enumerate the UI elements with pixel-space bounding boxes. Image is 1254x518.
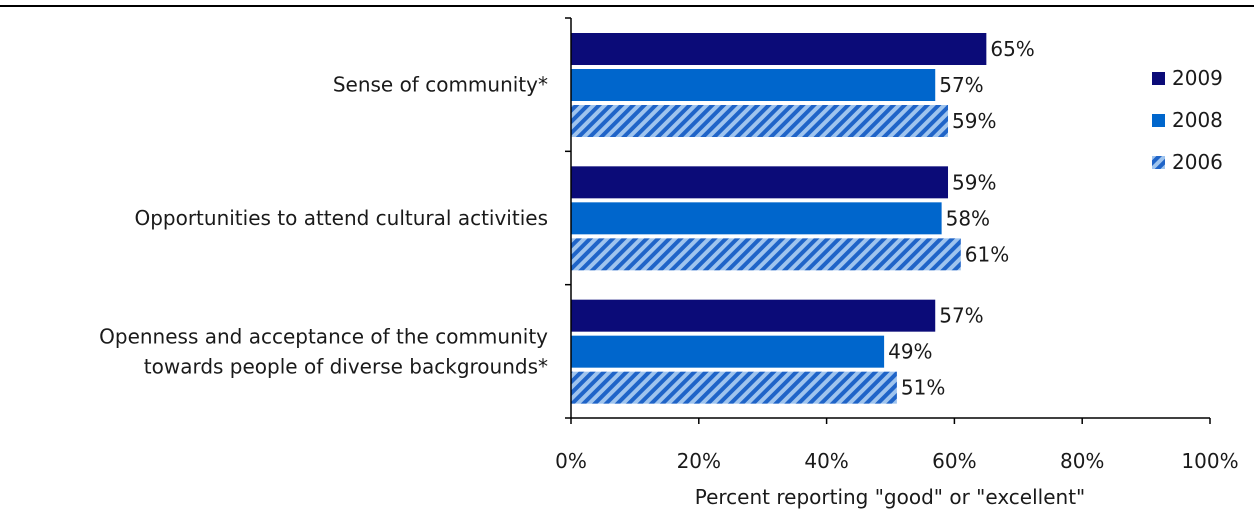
x-tick-label: 0% <box>555 449 587 473</box>
category-label-0: Sense of community* <box>333 73 548 97</box>
data-label-2008-0: 57% <box>939 73 983 97</box>
bar-2008-1 <box>571 202 942 235</box>
data-label-2006-0: 59% <box>952 109 996 133</box>
bar-2006-1 <box>571 238 961 271</box>
legend-swatch-2009 <box>1152 72 1165 85</box>
bar-2008-2 <box>571 335 885 368</box>
legend-swatch-2006 <box>1152 156 1165 169</box>
legend-label-2006: 2006 <box>1172 150 1223 174</box>
data-label-2009-2: 57% <box>939 304 983 328</box>
category-label-line: Opportunities to attend cultural activit… <box>134 206 548 230</box>
legend-label-2009: 2009 <box>1172 66 1223 90</box>
x-tick-label: 60% <box>932 449 976 473</box>
category-label-line: towards people of diverse backgrounds* <box>144 354 548 378</box>
x-axis-title: Percent reporting "good" or "excellent" <box>695 485 1086 509</box>
legend-swatch-2008 <box>1152 114 1165 127</box>
category-label-2: Openness and acceptance of the community… <box>99 324 548 378</box>
x-tick-label: 80% <box>1060 449 1104 473</box>
category-label-line: Sense of community* <box>333 73 548 97</box>
legend-label-2008: 2008 <box>1172 108 1223 132</box>
x-tick-label: 100% <box>1181 449 1238 473</box>
bar-2009-0 <box>571 33 987 65</box>
data-label-2006-1: 61% <box>965 242 1009 266</box>
bar-2008-0 <box>571 69 936 101</box>
bar-2009-1 <box>571 166 949 199</box>
data-label-2008-2: 49% <box>888 340 932 364</box>
x-tick-label: 40% <box>804 449 848 473</box>
data-label-2006-2: 51% <box>901 376 945 400</box>
x-tick-label: 20% <box>677 449 721 473</box>
bar-2006-0 <box>571 105 949 137</box>
bar-2006-2 <box>571 371 897 404</box>
category-label-1: Opportunities to attend cultural activit… <box>134 206 548 230</box>
category-label-line: Openness and acceptance of the community <box>99 324 548 348</box>
bar-2009-2 <box>571 299 936 332</box>
data-label-2009-0: 65% <box>990 37 1034 61</box>
data-label-2009-1: 59% <box>952 170 996 194</box>
data-label-2008-1: 58% <box>946 206 990 230</box>
